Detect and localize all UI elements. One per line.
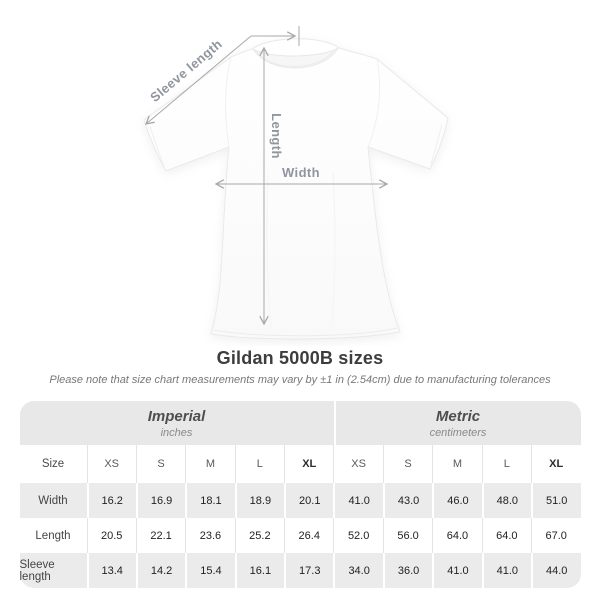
left-sleeve-seam [225, 56, 232, 148]
value-cell: 41.0 [432, 553, 481, 588]
value-cell: 22.1 [135, 518, 185, 553]
value-cell: 18.9 [234, 483, 284, 518]
tshirt-diagram: Sleeve length Length Width [143, 26, 449, 340]
unit-header-band: Imperial inches Metric centimeters [19, 401, 581, 445]
size-header: Size [41, 458, 65, 470]
col-header-metric-l: L [481, 445, 531, 483]
value-cell: 41.0 [481, 553, 531, 588]
col-header-metric-xs: XS [333, 445, 382, 483]
value-cell: 52.0 [333, 518, 382, 553]
sleeve-length-arrow [144, 35, 252, 125]
value-cell: 25.2 [234, 518, 284, 553]
table-row-sleeve-length: Sleeve length 13.4 14.2 15.4 16.1 17.3 3… [19, 553, 581, 588]
unit-header-imperial: Imperial inches [20, 401, 334, 445]
value-cell: 43.0 [382, 483, 432, 518]
unit-header-metric: Metric centimeters [333, 401, 581, 445]
col-header-imperial-xs: XS [86, 445, 136, 483]
metric-label: Metric [435, 407, 481, 425]
imperial-label: Imperial [147, 407, 206, 425]
size-header-row: Size XS S M L XL XS S M L XL [19, 445, 581, 483]
value-cell: 17.3 [284, 553, 333, 588]
col-header-metric-xl: XL [531, 445, 580, 483]
col-header-imperial-m: M [185, 445, 234, 483]
value-cell: 20.5 [86, 518, 136, 553]
value-cell: 67.0 [531, 518, 580, 553]
value-cell: 46.0 [432, 483, 481, 518]
value-cell: 14.2 [135, 553, 185, 588]
value-cell: 16.9 [135, 483, 185, 518]
value-cell: 41.0 [333, 483, 382, 518]
col-header-imperial-xl: XL [284, 445, 333, 483]
value-cell: 23.6 [185, 518, 234, 553]
size-table: Imperial inches Metric centimeters Size … [19, 401, 581, 588]
value-cell: 16.2 [86, 483, 136, 518]
value-cell: 51.0 [531, 483, 580, 518]
value-cell: 64.0 [481, 518, 531, 553]
imperial-sub-label: inches [160, 426, 193, 439]
row-label: Sleeve length [19, 558, 55, 583]
col-header-metric-s: S [382, 445, 432, 483]
measurement-lines [144, 26, 389, 326]
value-cell: 34.0 [333, 553, 382, 588]
value-cell: 44.0 [531, 553, 580, 588]
value-cell: 16.1 [234, 553, 284, 588]
value-cell: 48.0 [481, 483, 531, 518]
tshirt-illustration: Sleeve length Length Width [143, 26, 449, 340]
value-cell: 64.0 [432, 518, 481, 553]
value-cell: 20.1 [284, 483, 333, 518]
right-sleeve-hem [430, 123, 443, 165]
left-sleeve-hem [149, 125, 165, 167]
fold-line [331, 171, 336, 327]
col-header-metric-m: M [432, 445, 481, 483]
value-cell: 36.0 [382, 553, 432, 588]
bottom-hem-stitch [213, 327, 398, 337]
length-label: Length [269, 113, 284, 159]
width-label: Width [282, 165, 320, 180]
col-header-imperial-l: L [234, 445, 284, 483]
col-header-imperial-s: S [135, 445, 185, 483]
row-label: Width [38, 494, 68, 507]
metric-sub-label: centimeters [429, 426, 487, 439]
row-label: Length [35, 529, 71, 542]
value-cell: 13.4 [86, 553, 136, 588]
value-cell: 26.4 [284, 518, 333, 553]
value-cell: 15.4 [185, 553, 234, 588]
value-cell: 56.0 [382, 518, 432, 553]
tshirt-body [143, 38, 449, 340]
right-sleeve-seam [367, 58, 381, 148]
table-row-length: Length 20.5 22.1 23.6 25.2 26.4 52.0 56.… [19, 518, 581, 553]
page-title: Gildan 5000B sizes [216, 348, 384, 368]
value-cell: 18.1 [185, 483, 234, 518]
table-row-width: Width 16.2 16.9 18.1 18.9 20.1 41.0 43.0… [19, 483, 581, 518]
tolerance-note: Please note that size chart measurements… [49, 374, 551, 386]
